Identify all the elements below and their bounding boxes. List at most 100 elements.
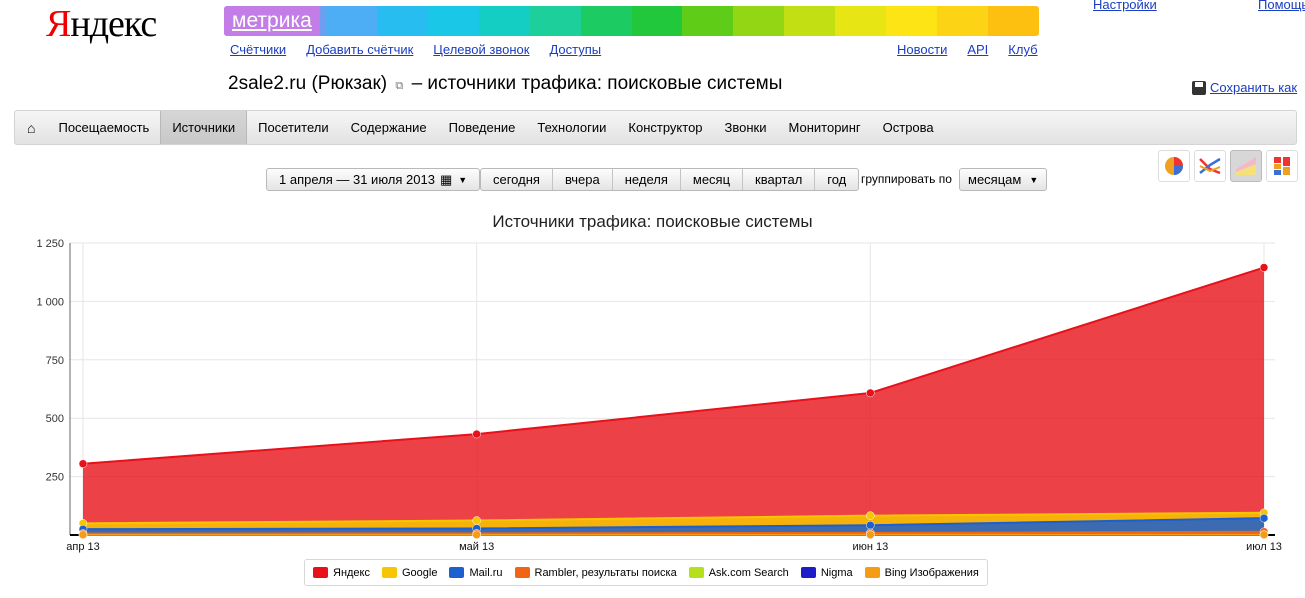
data-point — [1259, 513, 1269, 523]
data-point — [866, 511, 875, 520]
data-point — [472, 429, 481, 439]
subnav-right: Новости API Клуб — [897, 42, 1038, 57]
api-link[interactable]: API — [967, 42, 989, 57]
legend-label: Bing Изображения — [884, 566, 979, 579]
period-yesterday-button[interactable]: вчера — [551, 169, 612, 190]
rainbow-segment — [478, 6, 530, 36]
logo-first-letter: Я — [46, 3, 71, 45]
floppy-icon — [1192, 80, 1206, 95]
add-counter-link[interactable]: Добавить счётчик — [306, 42, 414, 57]
save-as-control[interactable]: Сохранить как — [1192, 80, 1297, 95]
help-link[interactable]: Помощь — [1258, 0, 1305, 12]
area-chart-icon[interactable] — [1230, 150, 1262, 182]
series-line-1 — [82, 511, 1265, 525]
period-year-button[interactable]: год — [814, 169, 858, 190]
legend-entry[interactable]: Mail.ru — [449, 567, 503, 579]
date-range-value: 1 апреля — 31 июля 2013 — [279, 172, 435, 187]
legend-entry[interactable]: Bing Изображения — [864, 566, 979, 579]
main-menu: ⌂ Посещаемость Источники Посетители Соде… — [14, 110, 1297, 145]
chart-legend: Яндекс Google Mail.ru Rambler, результаты п… — [304, 559, 988, 586]
rainbow-segment — [784, 6, 836, 36]
target-call-link[interactable]: Целевой звонок — [433, 42, 530, 57]
site-name: 2sale2.ru (Рюкзак) — [228, 73, 388, 94]
menu-item-content[interactable]: Содержание — [350, 120, 427, 135]
calendar-icon: ▦ — [439, 171, 453, 187]
legend-label: Яндекс — [333, 566, 370, 579]
rainbow-segment — [376, 6, 428, 36]
rainbow-segment — [529, 6, 581, 36]
area-2 — [83, 518, 1264, 535]
line-chart-icon[interactable] — [1194, 150, 1226, 182]
legend-label: Rambler, результаты поиска — [534, 566, 677, 579]
period-month-button[interactable]: месяц — [679, 169, 742, 190]
pie-chart-icon[interactable] — [1158, 150, 1190, 182]
legend-swatch — [514, 567, 530, 578]
legend-label: Ask.com Search — [708, 566, 789, 579]
chart-title: Источники трафика: поисковые системы — [492, 212, 813, 231]
metrika-product-link[interactable]: метрика — [224, 6, 320, 36]
data-point — [866, 530, 875, 540]
legend-entry[interactable]: Nigma — [800, 566, 853, 579]
menu-item-traffic[interactable]: Посещаемость — [58, 120, 150, 135]
data-point — [78, 530, 88, 540]
settings-link[interactable]: Настройки — [1093, 0, 1157, 12]
y-tick-label: 250 — [46, 472, 64, 484]
club-link[interactable]: Клуб — [1008, 42, 1038, 57]
y-tick-label: 750 — [46, 355, 64, 367]
group-by-value: месяцам — [968, 172, 1022, 187]
period-today-button[interactable]: сегодня — [493, 172, 540, 187]
rainbow-segment — [682, 6, 734, 36]
copy-icon[interactable]: ⧉ — [395, 80, 404, 92]
rainbow-segment — [835, 6, 887, 36]
menu-item-behavior[interactable]: Поведение — [448, 120, 516, 135]
rainbow-segment — [580, 6, 632, 36]
data-point — [1259, 263, 1269, 272]
report-title: – источники трафика: поисковые системы — [411, 73, 783, 94]
y-tick-label: 1 000 — [36, 296, 64, 308]
news-link[interactable]: Новости — [897, 42, 948, 57]
stacked-bar-icon[interactable] — [1266, 150, 1298, 182]
legend-entry[interactable]: Google — [382, 567, 437, 579]
home-icon[interactable]: ⌂ — [27, 119, 36, 136]
rainbow-segment — [631, 6, 683, 36]
page-title: 2sale2.ru (Рюкзак) ⧉ – источники трафика… — [228, 73, 782, 95]
legend-entry[interactable]: Rambler, результаты поиска — [514, 566, 677, 579]
legend-label: Google — [402, 566, 438, 579]
counters-link[interactable]: Счётчики — [230, 42, 287, 57]
legend-swatch — [864, 567, 880, 578]
legend-entry[interactable]: Ask.com Search — [688, 566, 789, 579]
menu-item-technology[interactable]: Технологии — [537, 120, 607, 135]
chart-type-switcher — [1158, 150, 1298, 182]
menu-item-calls[interactable]: Звонки — [724, 120, 767, 135]
access-link[interactable]: Доступы — [549, 42, 602, 57]
group-by-label: группировать по — [861, 172, 952, 186]
menu-item-visitors[interactable]: Посетители — [258, 120, 329, 135]
rainbow-segment — [886, 6, 938, 36]
period-quarter-button[interactable]: квартал — [742, 169, 814, 190]
legend-swatch — [313, 567, 328, 578]
menu-item-constructor[interactable]: Конструктор — [628, 120, 703, 135]
menu-item-monitoring[interactable]: Мониторинг — [788, 120, 861, 135]
data-point — [866, 520, 875, 530]
period-buttons: сегодня вчера неделя месяц квартал год — [480, 168, 860, 191]
series-line-2 — [82, 517, 1265, 531]
group-by-select[interactable]: месяцам ▼ — [959, 168, 1048, 191]
rainbow-segment — [733, 6, 785, 36]
data-point — [472, 530, 481, 540]
date-range-picker[interactable]: 1 апреля — 31 июля 2013 ▦ ▼ — [266, 168, 481, 191]
x-tick-label: июн 13 — [852, 541, 888, 553]
chevron-down-icon: ▼ — [1029, 174, 1039, 185]
data-point — [866, 388, 875, 398]
rainbow-segment — [937, 6, 989, 36]
menu-item-islands[interactable]: Острова — [882, 120, 934, 135]
subnav-left: Счётчики Добавить счётчик Целевой звонок… — [230, 42, 601, 57]
yandex-logo[interactable]: Яндекс — [46, 2, 157, 46]
series-line-3 — [82, 530, 1265, 535]
save-as-link[interactable]: Сохранить как — [1210, 80, 1298, 95]
period-week-button[interactable]: неделя — [611, 169, 680, 190]
x-tick-label: июл 13 — [1246, 541, 1282, 553]
legend-entry[interactable]: Яндекс — [313, 567, 370, 579]
menu-item-sources[interactable]: Источники — [160, 111, 248, 144]
legend-label: Nigma — [820, 566, 853, 579]
